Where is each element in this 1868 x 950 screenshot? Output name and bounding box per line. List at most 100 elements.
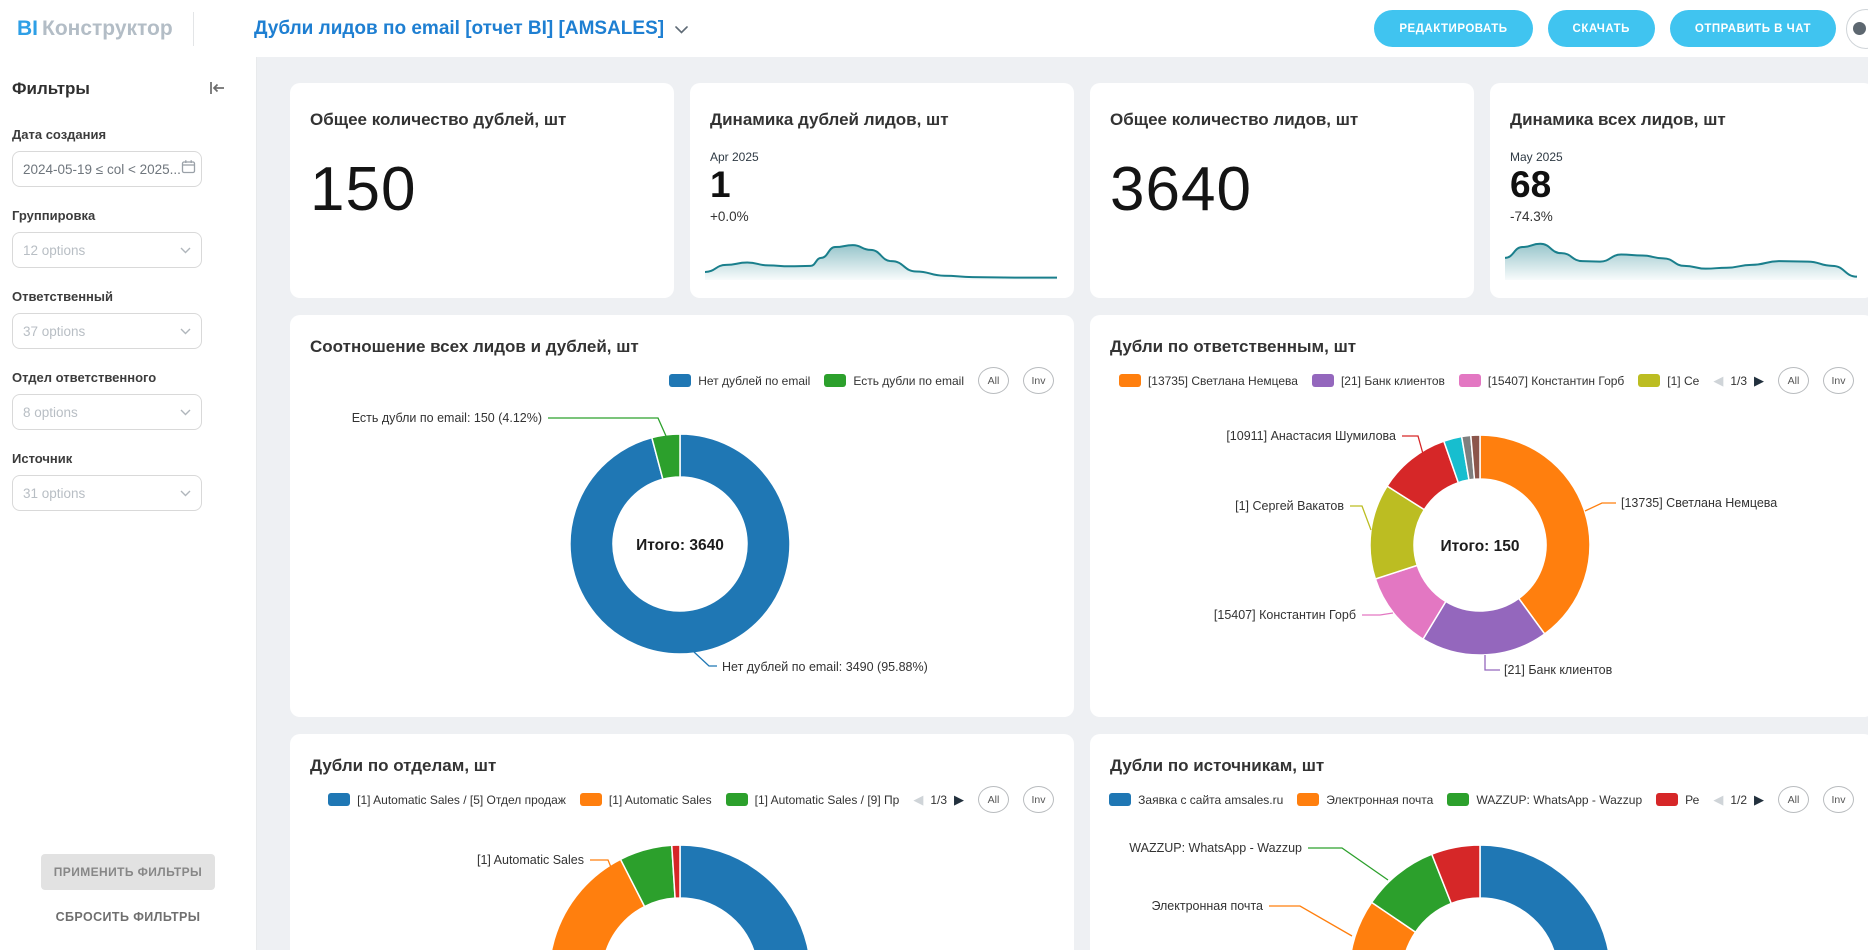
callout-line xyxy=(590,859,621,890)
legend-item[interactable]: Ре xyxy=(1656,793,1699,807)
department-select[interactable]: 8 options xyxy=(12,394,202,430)
legend-item[interactable]: Есть дубли по email xyxy=(824,374,964,388)
legend-label: [1] Automatic Sales xyxy=(608,792,712,807)
card-title: Общее количество лидов, шт xyxy=(1110,110,1359,129)
legend-label: [1] Automatic Sales / [5] Отдел продаж xyxy=(357,792,566,807)
donut-slice[interactable] xyxy=(1430,844,1481,905)
legend-swatch xyxy=(579,793,602,806)
donut-slice[interactable] xyxy=(1469,434,1481,481)
legend-all-button[interactable]: All xyxy=(978,367,1009,394)
donut-chart: Есть дубли по email: 150 (4.12%) Нет дубл… xyxy=(290,315,1074,717)
report-title-dropdown[interactable]: Дубли лидов по email [отчет BI] [AMSALES… xyxy=(254,18,688,40)
donut-slice[interactable] xyxy=(679,844,811,950)
legend-item[interactable]: Заявка с сайта amsales.ru xyxy=(1109,793,1283,807)
chart-card-duplicates-by-source: Дубли по источникам, шт Заявка с сайта a… xyxy=(1090,734,1868,950)
area-sparkline xyxy=(1503,224,1859,286)
legend-all-button[interactable]: All xyxy=(1778,367,1809,394)
area-series xyxy=(704,244,1057,279)
legend-item[interactable]: [15407] Константин Горб xyxy=(1458,373,1625,388)
dashboard-content: Общее количество дублей, шт 150 Динамика… xyxy=(257,57,1868,950)
reset-filters-button[interactable]: СБРОСИТЬ ФИЛЬТРЫ xyxy=(55,910,201,924)
donut-total: Итого: 150 xyxy=(1440,538,1519,555)
legend-swatch xyxy=(824,374,847,387)
legend-item[interactable]: Электронная почта xyxy=(1297,793,1433,807)
prev-page-icon[interactable]: ◀ xyxy=(1713,791,1724,807)
donut-svg: [1] Automatic Sales xyxy=(477,844,811,950)
legend-swatch xyxy=(1447,793,1470,806)
topbar-actions: РЕДАКТИРОВАТЬ СКАЧАТЬ ОТПРАВИТЬ В ЧАТ xyxy=(1374,8,1868,49)
collapse-icon xyxy=(208,81,226,98)
donut-slice[interactable] xyxy=(569,433,791,655)
kpi-row: Общее количество дублей, шт 150 Динамика… xyxy=(290,83,1868,298)
slice-label: Электронная почта xyxy=(1151,899,1263,913)
grouping-select[interactable]: 12 options xyxy=(12,232,202,268)
card-title: Дубли по ответственным, шт xyxy=(1110,337,1357,356)
change-label: +0.0% xyxy=(710,209,749,224)
callout-line xyxy=(1402,435,1426,462)
legend-inv-button[interactable]: Inv xyxy=(1023,367,1054,394)
legend-item[interactable]: [1] Automatic Sales / [9] Пр xyxy=(725,793,899,807)
next-page-icon[interactable]: ▶ xyxy=(954,791,964,807)
filters-sidebar: Фильтры Дата создания 2024-05-19 ≤ col <… xyxy=(0,57,257,950)
collapse-sidebar-button[interactable] xyxy=(208,81,226,98)
chart-legend: [13735] Светлана Немцева [21] Банк клиент… xyxy=(1118,367,1854,394)
edit-button[interactable]: РЕДАКТИРОВАТЬ xyxy=(1374,10,1533,47)
kpi-value: 150 xyxy=(310,155,417,224)
slice-label: WAZZUP: WhatsApp - Wazzup xyxy=(1129,841,1302,855)
logo-bi: BI xyxy=(17,16,38,40)
legend-item[interactable]: Нет дублей по email xyxy=(669,374,810,388)
donut-slice[interactable] xyxy=(1479,844,1611,950)
slice-label: [13735] Светлана Немцева xyxy=(1621,496,1777,510)
legend-inv-button[interactable]: Inv xyxy=(1823,367,1854,394)
download-button[interactable]: СКАЧАТЬ xyxy=(1547,10,1655,47)
legend-label: [15407] Константин Горб xyxy=(1487,373,1625,388)
donut-svg: WAZZUP: WhatsApp - Wazzup Электронная поч… xyxy=(1129,841,1611,950)
filter-label: Группировка xyxy=(12,208,96,223)
legend-label: Заявка с сайта amsales.ru xyxy=(1138,792,1284,807)
next-page-icon[interactable]: ▶ xyxy=(1754,791,1764,807)
chart-card-duplicates-by-responsible: Дубли по ответственным, шт [13735] Светл… xyxy=(1090,315,1868,717)
slice-label: Есть дубли по email: 150 (4.12%) xyxy=(352,411,542,425)
legend-all-button[interactable]: All xyxy=(978,786,1009,813)
filter-label: Источник xyxy=(12,451,73,466)
legend-pager: ◀ 1/3 ▶ xyxy=(913,792,964,808)
card-title: Соотношение всех лидов и дублей, шт xyxy=(310,337,639,356)
donut-slice[interactable] xyxy=(670,844,681,899)
legend-item[interactable]: [13735] Светлана Немцева xyxy=(1118,374,1298,388)
profile-icon xyxy=(1852,22,1866,35)
area-fill xyxy=(1505,243,1857,280)
legend-item[interactable]: [21] Банк клиентов xyxy=(1311,374,1445,388)
callout-line xyxy=(1350,505,1372,531)
sidebar-header: Фильтры xyxy=(12,79,244,99)
slice-label: [21] Банк клиентов xyxy=(1504,663,1613,677)
donut-slice[interactable] xyxy=(549,858,646,950)
apply-filters-button[interactable]: ПРИМЕНИТЬ ФИЛЬТРЫ xyxy=(41,854,215,890)
donut-slice[interactable] xyxy=(650,433,681,481)
legend-all-button[interactable]: All xyxy=(1778,786,1809,813)
donut-chart: [1] Automatic Sales xyxy=(290,734,1074,950)
filter-group-department: Отдел ответственного 8 options xyxy=(12,370,244,430)
profile-button[interactable] xyxy=(1846,8,1868,49)
source-select[interactable]: 31 options xyxy=(12,475,202,511)
prev-page-icon[interactable]: ◀ xyxy=(1713,372,1724,388)
donut-slice[interactable] xyxy=(1479,434,1591,636)
legend-pager: ◀ 1/2 ▶ xyxy=(1713,792,1764,808)
legend-inv-button[interactable]: Inv xyxy=(1023,786,1054,813)
next-page-icon[interactable]: ▶ xyxy=(1754,372,1764,388)
filter-group-source: Источник 31 options xyxy=(12,451,244,511)
legend-swatch xyxy=(328,793,351,806)
legend-item[interactable]: WAZZUP: WhatsApp - Wazzup xyxy=(1447,793,1642,807)
creation-date-input[interactable]: 2024-05-19 ≤ col < 2025... xyxy=(12,151,202,187)
prev-page-icon[interactable]: ◀ xyxy=(913,791,924,807)
donut-chart: [10911] Анастасия Шумилова [1] Сергей Вак… xyxy=(1090,315,1868,717)
chevron-down-icon xyxy=(675,18,688,40)
legend-item[interactable]: [1] Automatic Sales / [5] Отдел продаж xyxy=(328,793,566,807)
legend-item[interactable]: [1] Се xyxy=(1638,374,1699,388)
donut-chart: WAZZUP: WhatsApp - Wazzup Электронная поч… xyxy=(1090,734,1868,950)
chevron-down-icon xyxy=(180,484,191,502)
page-indicator: 1/3 xyxy=(930,792,947,807)
legend-inv-button[interactable]: Inv xyxy=(1823,786,1854,813)
legend-item[interactable]: [1] Automatic Sales xyxy=(579,792,712,807)
send-to-chat-button[interactable]: ОТПРАВИТЬ В ЧАТ xyxy=(1669,10,1836,47)
responsible-select[interactable]: 37 options xyxy=(12,313,202,349)
